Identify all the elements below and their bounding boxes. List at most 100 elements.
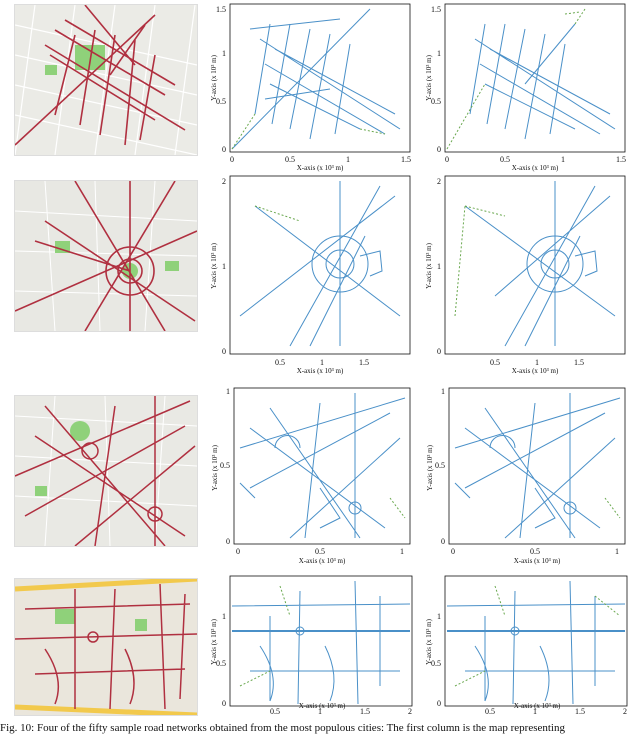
y-tick: 1 bbox=[437, 262, 441, 271]
x-axis-label: X-axis (x 10³ m) bbox=[514, 702, 561, 710]
road-network bbox=[464, 181, 616, 347]
road-network bbox=[454, 393, 621, 539]
x-axis-label: X-axis (x 10³ m) bbox=[299, 702, 346, 710]
y-tick: 0.5 bbox=[216, 659, 226, 668]
x-tick: 1.5 bbox=[401, 155, 411, 164]
x-tick: 1 bbox=[400, 547, 404, 556]
x-tick: 1.5 bbox=[575, 707, 585, 716]
chart-row4-reconstructed: 0.5 1 1.5 2 0 0.5 1 X-axis (x 10³ m) Y-a… bbox=[425, 575, 630, 721]
plot-frame bbox=[444, 3, 626, 153]
chart-row3-original: 0 0.5 1 0 0.5 1 X-axis (x 10³ m) Y-axis … bbox=[210, 387, 415, 566]
chart-row3-reconstructed: 0 0.5 1 0 0.5 1 X-axis (x 10³ m) Y-axis … bbox=[425, 387, 630, 566]
y-tick: 1 bbox=[437, 612, 441, 621]
y-axis-label: Y-axis (x 10³ m) bbox=[211, 444, 219, 491]
x-tick: 1 bbox=[320, 358, 324, 367]
chart-row1-original: 0 0.5 1 1.5 0 0.5 1 1.5 X-axis (x 10³ m)… bbox=[210, 3, 415, 172]
road-network bbox=[239, 181, 401, 347]
gap-links bbox=[446, 8, 586, 150]
y-axis-label: Y-axis (x 10³ m) bbox=[425, 54, 433, 101]
x-tick: 1 bbox=[318, 707, 322, 716]
x-tick: 0.5 bbox=[275, 358, 285, 367]
y-tick: 0.5 bbox=[435, 461, 445, 470]
y-axis-label: Y-axis (x 10³ m) bbox=[426, 444, 434, 491]
gap-links bbox=[389, 497, 406, 519]
x-tick: 0.5 bbox=[530, 547, 540, 556]
plot-frame bbox=[233, 387, 411, 545]
y-tick: 0 bbox=[441, 537, 445, 546]
y-tick: 0 bbox=[222, 145, 226, 154]
y-tick: 0 bbox=[222, 699, 226, 708]
x-tick: 0.5 bbox=[315, 547, 325, 556]
y-tick: 2 bbox=[437, 177, 441, 186]
y-tick: 1.5 bbox=[216, 5, 226, 14]
x-tick: 0.5 bbox=[500, 155, 510, 164]
x-axis-label: X-axis (x 10³ m) bbox=[297, 367, 344, 375]
y-tick: 0.5 bbox=[431, 659, 441, 668]
y-tick: 1 bbox=[441, 387, 445, 396]
x-axis-label: X-axis (x 10³ m) bbox=[512, 367, 559, 375]
x-axis-label: X-axis (x 10³ m) bbox=[299, 557, 346, 565]
x-tick: 0.5 bbox=[285, 155, 295, 164]
figure-caption: Fig. 10: Four of the fifty sample road n… bbox=[0, 722, 565, 734]
city-map-2 bbox=[14, 180, 198, 332]
x-tick: 1 bbox=[535, 358, 539, 367]
x-tick: 1 bbox=[615, 547, 619, 556]
x-tick: 1 bbox=[533, 707, 537, 716]
y-axis-label: Y-axis (x 10³ m) bbox=[425, 618, 433, 665]
city-map-3 bbox=[14, 395, 198, 547]
city-map-4 bbox=[14, 578, 198, 716]
y-axis-label: Y-axis (x 10³ m) bbox=[210, 54, 218, 101]
road-network bbox=[231, 8, 401, 150]
y-axis-label: Y-axis (x 10³ m) bbox=[210, 242, 218, 289]
gap-links bbox=[604, 497, 621, 519]
gap-links bbox=[231, 113, 386, 150]
gap-links bbox=[254, 205, 301, 222]
x-tick: 1 bbox=[346, 155, 350, 164]
x-axis-label: X-axis (x 10³ m) bbox=[297, 164, 344, 172]
y-tick: 0.5 bbox=[220, 461, 230, 470]
chart-row2-original: 0.5 1 1.5 0 1 2 X-axis (x 10³ m) Y-axis … bbox=[210, 175, 415, 375]
plot-frame bbox=[444, 175, 626, 355]
x-tick: 0.5 bbox=[485, 707, 495, 716]
y-tick: 1 bbox=[222, 49, 226, 58]
x-axis-label: X-axis (x 10³ m) bbox=[512, 164, 559, 172]
x-tick: 1.5 bbox=[359, 358, 369, 367]
x-tick: 0 bbox=[445, 155, 449, 164]
x-tick: 2 bbox=[408, 707, 412, 716]
y-tick: 2 bbox=[222, 177, 226, 186]
gap-links bbox=[239, 585, 291, 687]
plot-frame bbox=[229, 575, 413, 707]
y-tick: 1.5 bbox=[431, 5, 441, 14]
y-axis-label: Y-axis (x 10³ m) bbox=[425, 242, 433, 289]
x-tick: 1.5 bbox=[616, 155, 626, 164]
x-axis-label: X-axis (x 10³ m) bbox=[514, 557, 561, 565]
plot-frame bbox=[444, 575, 628, 707]
x-tick: 2 bbox=[623, 707, 627, 716]
x-tick: 1.5 bbox=[574, 358, 584, 367]
gap-links bbox=[454, 585, 621, 687]
x-tick: 0.5 bbox=[490, 358, 500, 367]
gap-links bbox=[454, 205, 506, 317]
x-tick: 0 bbox=[230, 155, 234, 164]
chart-row1-reconstructed: 0 0.5 1 1.5 0 0.5 1 1.5 X-axis (x 10³ m)… bbox=[425, 3, 630, 172]
road-network bbox=[469, 23, 616, 140]
y-tick: 0 bbox=[226, 537, 230, 546]
y-tick: 1 bbox=[437, 49, 441, 58]
x-tick: 1 bbox=[561, 155, 565, 164]
y-tick: 0 bbox=[222, 347, 226, 356]
plot-frame bbox=[229, 175, 411, 355]
y-tick: 0 bbox=[437, 347, 441, 356]
y-tick: 0.5 bbox=[431, 97, 441, 106]
chart-row4-original: 0.5 1 1.5 2 0 0.5 1 X-axis (x 10³ m) Y-a… bbox=[210, 575, 415, 721]
y-tick: 1 bbox=[222, 612, 226, 621]
y-tick: 0 bbox=[437, 699, 441, 708]
x-tick: 0 bbox=[236, 547, 240, 556]
chart-row2-reconstructed: 0.5 1 1.5 0 1 2 X-axis (x 10³ m) Y-axis … bbox=[425, 175, 630, 375]
road-network bbox=[239, 393, 406, 539]
city-map-1 bbox=[14, 4, 198, 156]
plot-frame bbox=[229, 3, 411, 153]
y-tick: 0 bbox=[437, 145, 441, 154]
x-tick: 1.5 bbox=[360, 707, 370, 716]
x-tick: 0 bbox=[451, 547, 455, 556]
y-tick: 1 bbox=[222, 262, 226, 271]
